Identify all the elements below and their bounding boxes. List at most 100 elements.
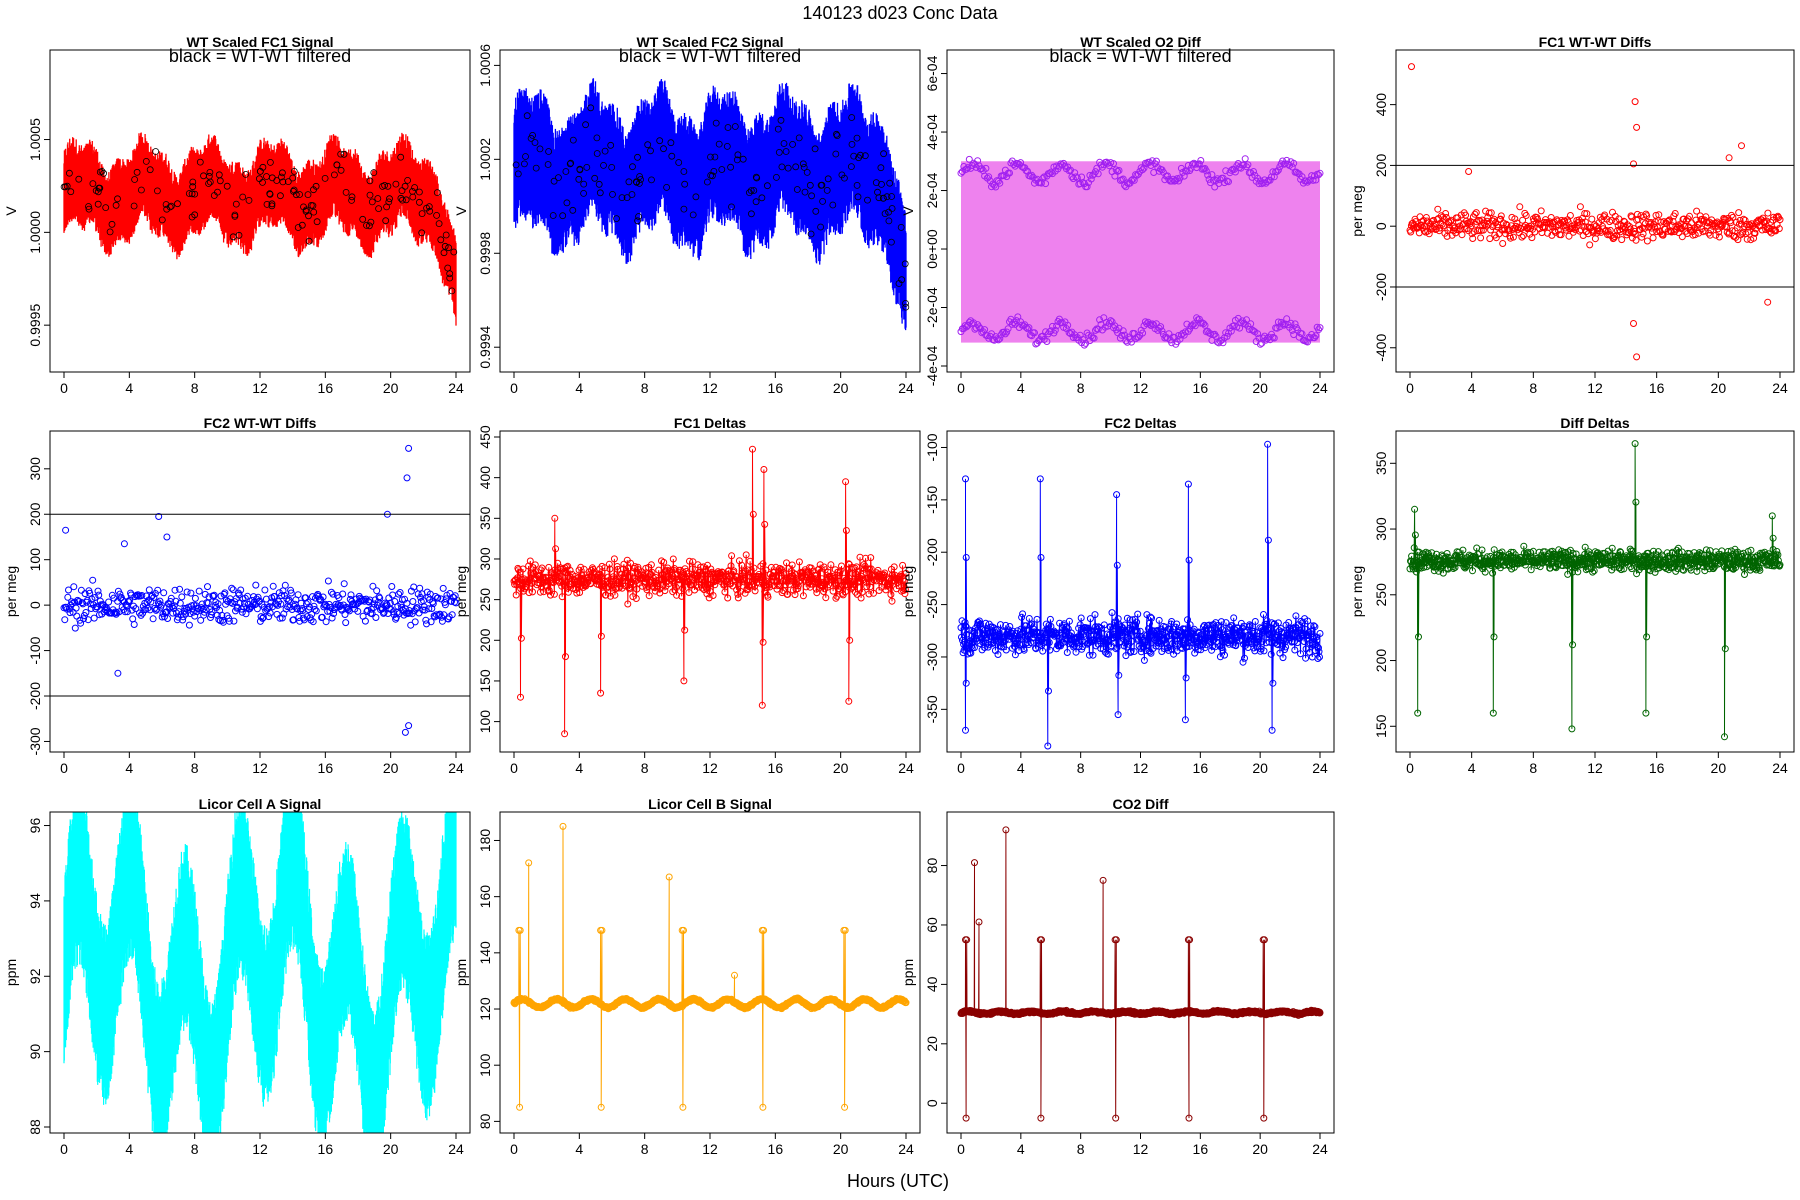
diff-point <box>287 589 295 597</box>
filtered-point <box>167 202 175 210</box>
y-tick-label: 300 <box>1373 517 1389 541</box>
filtered-point <box>383 203 391 211</box>
delta-point <box>838 562 845 570</box>
x-tick-label: 16 <box>1649 380 1665 396</box>
diff-point <box>1740 215 1748 223</box>
diff-point <box>1137 164 1145 172</box>
diff-point <box>1241 155 1249 163</box>
delta-point <box>1311 623 1319 631</box>
diff-point <box>1751 229 1759 237</box>
delta-point <box>1313 643 1321 651</box>
delta-point <box>962 726 969 734</box>
diff-point <box>1147 162 1155 169</box>
delta-point <box>552 572 560 579</box>
delta-point <box>1028 620 1036 628</box>
diff-point <box>1083 183 1091 191</box>
filtered-point <box>415 198 423 206</box>
diff-point <box>451 592 459 600</box>
delta-point <box>1200 621 1208 629</box>
diff-point <box>1288 163 1296 171</box>
delta-point <box>757 573 765 581</box>
filtered-point <box>647 147 654 155</box>
delta-point <box>1018 613 1026 621</box>
delta-point <box>794 585 802 593</box>
filtered-point <box>153 187 161 195</box>
filtered-point <box>853 181 861 189</box>
delta-point <box>843 581 851 589</box>
x-tick-label: 24 <box>898 760 914 776</box>
delta-point <box>1527 566 1535 574</box>
panel-title: Diff Deltas <box>1560 415 1629 431</box>
delta-point <box>1263 617 1271 625</box>
diff-point <box>1758 226 1766 234</box>
delta-point <box>698 576 706 584</box>
x-tick-label: 24 <box>448 760 464 776</box>
delta-point <box>627 559 635 567</box>
filtered-point <box>656 137 664 145</box>
y-tick-label: 300 <box>27 457 43 481</box>
y-tick-label: 1.0000 <box>27 211 43 254</box>
x-tick-label: 16 <box>768 380 784 396</box>
diff-point <box>1172 176 1180 184</box>
diff-point <box>1227 327 1235 335</box>
diff-point <box>375 593 383 601</box>
x-tick-label: 8 <box>1077 760 1085 776</box>
diff-point <box>964 164 972 172</box>
diff-point <box>340 580 348 588</box>
delta-point <box>620 560 628 568</box>
diff-point <box>61 616 69 624</box>
delta-point <box>1112 645 1120 653</box>
delta-point <box>547 591 554 599</box>
diff-point <box>230 617 238 625</box>
delta-point <box>615 584 623 592</box>
delta-point <box>1230 614 1238 622</box>
diff-point <box>1458 231 1466 239</box>
filtered-point <box>800 163 808 171</box>
delta-point <box>1304 617 1312 625</box>
delta-point <box>845 697 853 705</box>
delta-point <box>681 626 689 634</box>
y-tick-label: -300 <box>27 727 43 755</box>
diff-point <box>116 590 124 598</box>
delta-point <box>692 582 700 589</box>
signal-band <box>63 132 457 326</box>
diff-point <box>1209 176 1217 184</box>
delta-point <box>1490 633 1498 641</box>
diff-point <box>957 169 965 177</box>
delta-point <box>1769 534 1777 542</box>
outlier-point <box>62 526 70 534</box>
x-tick-label: 0 <box>60 380 68 396</box>
panel-title: WT Scaled FC2 Signal <box>636 34 783 50</box>
delta-point <box>536 588 544 596</box>
y-tick-label: 350 <box>477 506 493 530</box>
diff-point <box>89 576 97 584</box>
diff-point <box>1057 160 1065 168</box>
delta-point <box>827 561 835 569</box>
delta-point <box>1442 553 1450 561</box>
delta-point <box>1291 646 1299 654</box>
delta-point <box>1194 646 1202 654</box>
diff-point <box>227 598 235 606</box>
delta-point <box>967 643 975 650</box>
y-axis-label: V <box>3 206 19 216</box>
diff-point <box>1562 226 1570 234</box>
delta-point <box>813 589 821 597</box>
diff-point <box>311 606 319 613</box>
delta-point <box>762 566 770 574</box>
diff-point <box>204 583 211 591</box>
delta-point <box>545 587 553 594</box>
diff-point <box>1039 174 1047 182</box>
delta-point <box>1459 546 1467 554</box>
diff-point <box>1008 320 1016 328</box>
x-tick-label: 0 <box>957 760 965 776</box>
delta-point <box>1165 646 1172 654</box>
x-tick-label: 24 <box>1772 380 1788 396</box>
diff-point <box>194 604 202 612</box>
delta-point <box>1282 643 1290 651</box>
diff-point <box>1442 210 1450 217</box>
diff-point <box>1291 320 1299 328</box>
diff-point <box>329 590 337 598</box>
delta-point <box>1264 440 1272 448</box>
delta-point <box>643 586 651 594</box>
